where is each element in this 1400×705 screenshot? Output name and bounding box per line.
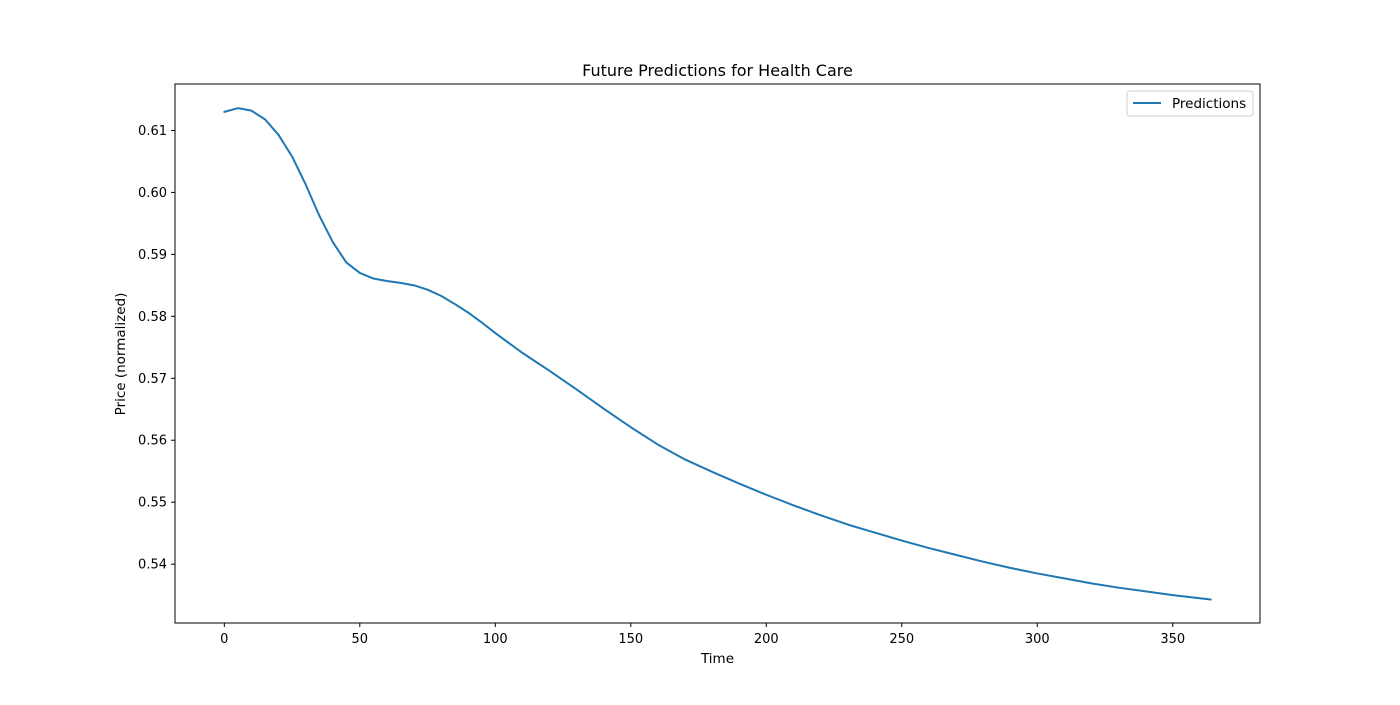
y-tick-label: 0.57 xyxy=(138,372,167,387)
y-tick-label: 0.59 xyxy=(138,248,167,263)
x-tick-label: 150 xyxy=(618,632,643,647)
series-line-predictions xyxy=(223,107,1212,601)
x-axis-label: Time xyxy=(700,651,734,667)
legend-label-predictions: Predictions xyxy=(1172,96,1246,112)
chart-title: Future Predictions for Health Care xyxy=(582,61,853,80)
x-tick-label: 200 xyxy=(754,632,779,647)
axes-frame xyxy=(174,83,1261,624)
y-tick-label: 0.54 xyxy=(138,558,167,573)
legend-frame xyxy=(1126,90,1254,117)
x-tick-label: 100 xyxy=(483,632,508,647)
y-tick-label: 0.55 xyxy=(138,496,167,511)
x-tick-label: 350 xyxy=(1160,632,1185,647)
plot-area xyxy=(174,83,1261,624)
y-tick-label: 0.61 xyxy=(138,124,167,139)
y-tick-label: 0.58 xyxy=(138,310,167,325)
legend: Predictions xyxy=(1126,90,1254,117)
x-tick-label: 0 xyxy=(220,632,228,647)
x-tick-label: 50 xyxy=(352,632,369,647)
x-tick-label: 300 xyxy=(1025,632,1050,647)
y-tick-label: 0.56 xyxy=(138,434,167,449)
axis-ticks: 0 50 100 150 200 250 300 350 0.54 0.55 0.56 0.57 0.5… xyxy=(138,124,1185,647)
y-tick-label: 0.60 xyxy=(138,186,167,201)
x-tick-label: 250 xyxy=(889,632,914,647)
y-axis-label: Price (normalized) xyxy=(113,293,129,416)
